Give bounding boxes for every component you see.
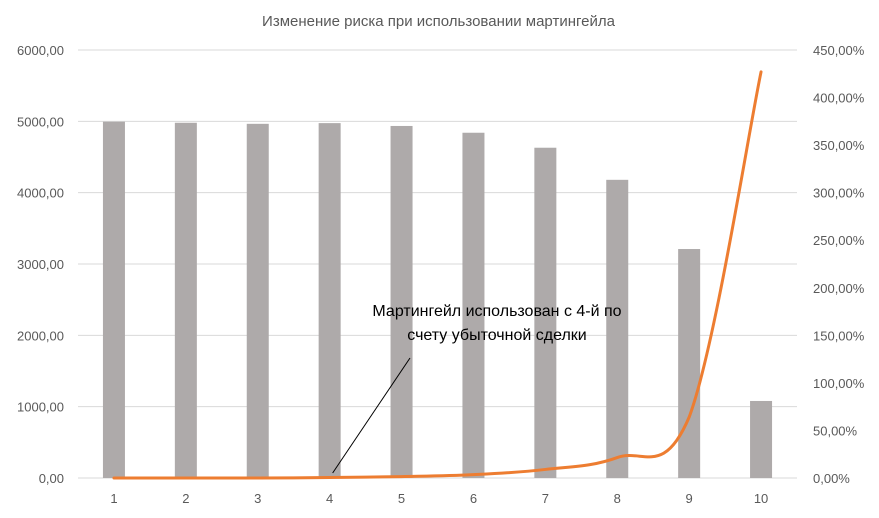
left-axis-tick-label: 4000,00 — [17, 186, 64, 201]
x-axis-tick-label: 10 — [754, 491, 768, 506]
x-axis-tick-label: 4 — [326, 491, 333, 506]
bar — [102, 121, 125, 478]
bar-series — [102, 121, 773, 478]
right-axis-tick-label: 350,00% — [813, 138, 865, 153]
bar — [318, 123, 341, 478]
x-axis-tick-label: 5 — [398, 491, 405, 506]
bar — [678, 249, 701, 478]
left-axis-tick-label: 1000,00 — [17, 400, 64, 415]
right-axis-tick-label: 250,00% — [813, 233, 865, 248]
bar — [750, 400, 773, 478]
x-axis-tick-label: 6 — [470, 491, 477, 506]
bar — [462, 132, 485, 478]
right-axis-tick-label: 50,00% — [813, 423, 858, 438]
chart-title: Изменение риска при использовании мартин… — [262, 13, 616, 30]
line-series-path — [112, 70, 763, 480]
bar — [390, 125, 413, 478]
line-series — [112, 70, 763, 480]
gridlines — [78, 49, 797, 479]
left-axis-tick-label: 0,00 — [39, 471, 64, 486]
right-axis-tick-label: 450,00% — [813, 43, 865, 58]
left-axis-tick-label: 3000,00 — [17, 257, 64, 272]
left-axis-tick-label: 6000,00 — [17, 43, 64, 58]
x-axis-tick-label: 7 — [542, 491, 549, 506]
bar — [246, 123, 269, 478]
right-axis-tick-label: 100,00% — [813, 376, 865, 391]
right-axis-tick-label: 0,00% — [813, 471, 850, 486]
annotation-pointer-line — [332, 357, 411, 474]
annotation-text-line-2: счету убыточной сделки — [407, 327, 586, 344]
right-axis-tick-label: 300,00% — [813, 186, 865, 201]
x-axis-tick-label: 1 — [110, 491, 117, 506]
axes: 0,00 1000,00 2000,00 3000,00 4000,00 5000,00 6… — [17, 43, 865, 506]
right-axis-tick-label: 150,00% — [813, 328, 865, 343]
left-axis-tick-label: 5000,00 — [17, 114, 64, 129]
x-axis-tick-label: 9 — [686, 491, 693, 506]
bar — [534, 147, 557, 478]
bar — [174, 122, 197, 478]
x-axis-tick-label: 8 — [614, 491, 621, 506]
x-axis-tick-label: 2 — [182, 491, 189, 506]
annotation-text-line-1: Мартингейл использован с 4-й по — [372, 303, 621, 320]
annotation: Мартингейл использован с 4-й по счету уб… — [332, 303, 622, 474]
bar — [606, 179, 629, 478]
right-axis-tick-label: 200,00% — [813, 281, 865, 296]
left-axis-tick-label: 2000,00 — [17, 328, 64, 343]
right-axis-tick-label: 400,00% — [813, 91, 865, 106]
x-axis-tick-label: 3 — [254, 491, 261, 506]
